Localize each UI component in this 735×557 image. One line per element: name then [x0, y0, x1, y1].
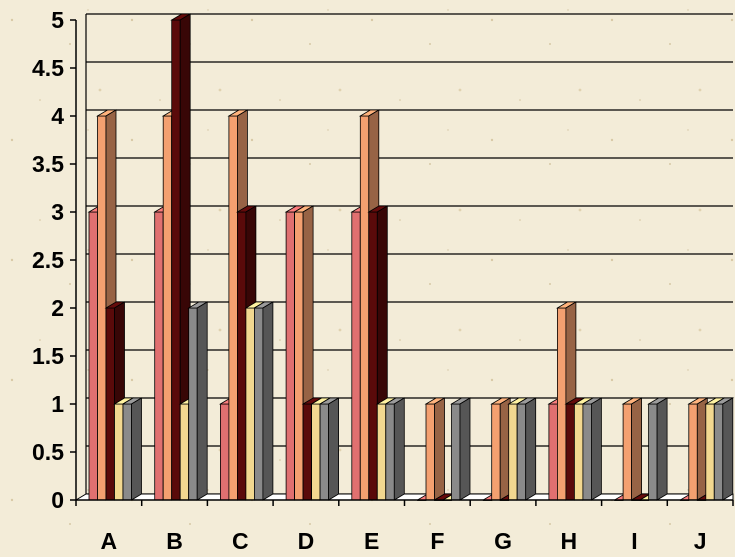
- bar-front: [451, 403, 461, 501]
- bar: [424, 397, 446, 501]
- bar: [187, 301, 209, 501]
- bar-front: [253, 307, 264, 501]
- bar: [581, 397, 603, 501]
- y-tick-label: 0.5: [32, 439, 64, 465]
- bars-layer: [87, 13, 735, 501]
- y-tick-label: 2.5: [32, 247, 64, 273]
- bar: [490, 397, 512, 501]
- x-tick-label: G: [494, 528, 512, 554]
- bar-front: [574, 403, 584, 501]
- x-tick-label: A: [101, 528, 118, 554]
- bar-side: [459, 397, 471, 501]
- x-tick-label: H: [560, 528, 577, 554]
- bar-front: [508, 403, 518, 501]
- bar-front: [162, 115, 173, 501]
- bar: [515, 397, 538, 501]
- y-tick-label: 3.5: [32, 151, 64, 177]
- bar: [687, 397, 709, 501]
- bar: [252, 301, 275, 501]
- y-tick-label: 0: [51, 487, 64, 513]
- bar-front: [294, 211, 304, 501]
- x-tick-label: J: [694, 528, 707, 554]
- bar-front: [491, 403, 501, 501]
- y-axis-tick-labels: 0 0.5 1 1.5 2 2.5 3 3.5 4 4.5 5: [32, 7, 64, 513]
- bar: [384, 397, 406, 501]
- bar-front: [425, 403, 435, 501]
- bar-front: [565, 403, 575, 501]
- bar-side: [262, 301, 274, 501]
- bar-side: [328, 397, 340, 501]
- x-tick-label: I: [631, 528, 637, 554]
- bar-front: [228, 115, 238, 501]
- y-tick-label: 4: [51, 103, 64, 129]
- bar-front: [376, 403, 387, 501]
- bar-side: [631, 397, 642, 501]
- bar-front: [171, 19, 181, 501]
- bar-side: [656, 397, 668, 501]
- bar-front: [713, 403, 724, 501]
- bar-front: [285, 211, 296, 501]
- y-tick-label: 3: [51, 199, 64, 225]
- bar-front: [114, 403, 124, 501]
- bar-front: [622, 403, 632, 501]
- x-tick-label: C: [232, 528, 249, 554]
- bar-front: [516, 403, 527, 501]
- bar: [450, 397, 472, 501]
- bar-front: [548, 403, 558, 501]
- bar: [170, 13, 192, 501]
- bar-front: [122, 403, 132, 501]
- bar: [647, 397, 669, 501]
- y-tick-label: 2: [51, 295, 64, 321]
- bar-front: [97, 115, 107, 501]
- bar-side: [196, 301, 208, 501]
- bar-front: [311, 403, 321, 501]
- bar-front: [154, 211, 164, 501]
- bar-side: [393, 397, 405, 501]
- bar-front: [359, 115, 370, 501]
- bar: [318, 397, 341, 501]
- bar: [121, 397, 143, 501]
- bar-side: [131, 397, 142, 501]
- bar-front: [557, 307, 567, 501]
- bar-side: [722, 397, 734, 501]
- bar-side: [434, 397, 445, 501]
- x-tick-label: D: [298, 528, 315, 554]
- bar-front: [351, 211, 361, 501]
- bar-front: [245, 307, 255, 501]
- bar-front: [319, 403, 330, 501]
- bar-front: [236, 211, 247, 501]
- bar-front: [105, 307, 115, 501]
- bar: [712, 397, 735, 501]
- bar-front: [219, 403, 230, 501]
- bar-side: [591, 397, 602, 501]
- bar-side: [525, 397, 537, 501]
- axes: [70, 19, 734, 506]
- bar-front: [302, 403, 313, 501]
- bar-front: [88, 211, 98, 501]
- y-tick-label: 5: [51, 7, 64, 33]
- bar-front: [385, 403, 395, 501]
- bar-front: [368, 211, 378, 501]
- bar-front: [688, 403, 698, 501]
- x-tick-label: E: [364, 528, 379, 554]
- bar-front: [705, 403, 715, 501]
- x-tick-label: B: [166, 528, 183, 554]
- bar-front: [648, 403, 658, 501]
- y-tick-label: 1: [51, 391, 64, 417]
- y-tick-label: 1.5: [32, 343, 64, 369]
- bar-front: [582, 403, 592, 501]
- y-tick-label: 4.5: [32, 55, 64, 81]
- bar: [621, 397, 644, 501]
- x-axis-tick-labels: A B C D E F G H I J: [101, 528, 707, 554]
- x-tick-label: F: [430, 528, 444, 554]
- bar-front: [179, 403, 190, 501]
- bar-front: [188, 307, 198, 501]
